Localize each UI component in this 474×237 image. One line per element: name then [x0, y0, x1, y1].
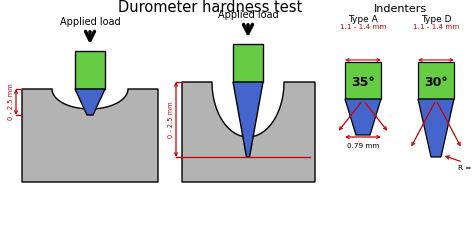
Text: 1.1 - 1.4 mm: 1.1 - 1.4 mm	[340, 24, 386, 30]
Text: Applied load: Applied load	[60, 17, 120, 27]
Bar	[345, 62, 381, 99]
Text: 0.79 mm: 0.79 mm	[347, 143, 379, 149]
Text: Type D: Type D	[421, 14, 451, 23]
Bar	[233, 44, 263, 82]
Text: 1.1 - 1.4 mm: 1.1 - 1.4 mm	[413, 24, 459, 30]
Polygon shape	[22, 89, 158, 182]
Bar	[418, 62, 454, 99]
Text: R = 0.1 mm: R = 0.1 mm	[446, 156, 474, 171]
Polygon shape	[233, 82, 263, 157]
Text: 30°: 30°	[424, 76, 448, 89]
Text: 35°: 35°	[351, 76, 375, 89]
Bar	[75, 51, 105, 89]
Text: 0 - 2.5 mm: 0 - 2.5 mm	[168, 101, 174, 138]
Text: 0 - 2.5 mm: 0 - 2.5 mm	[8, 84, 14, 120]
Polygon shape	[418, 99, 454, 157]
Polygon shape	[345, 99, 381, 135]
Polygon shape	[75, 89, 105, 115]
Text: Type A: Type A	[348, 14, 378, 23]
Text: Durometer hardness test: Durometer hardness test	[118, 0, 302, 14]
Text: Applied load: Applied load	[218, 10, 278, 20]
Text: Indenters: Indenters	[374, 4, 427, 14]
Polygon shape	[182, 82, 315, 182]
